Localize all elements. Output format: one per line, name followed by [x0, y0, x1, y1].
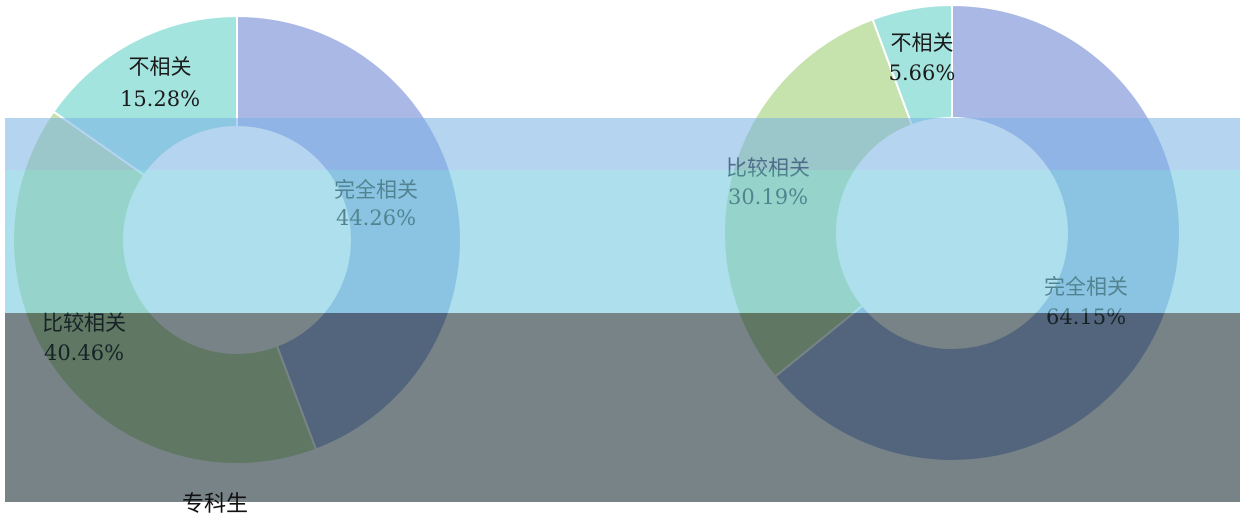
chart-1-slice-2 — [13, 112, 316, 464]
chart-2-slice-1-value: 64.15% — [1046, 305, 1126, 329]
chart-2-slice-2-value: 30.19% — [728, 185, 808, 209]
chart-2-slice-2-label: 比较相关 — [726, 156, 810, 180]
chart-1-slice-2-label: 比较相关 — [42, 311, 126, 335]
chart-1-slice-1-label: 完全相关 — [334, 178, 418, 202]
chart-2-slice-3-value: 5.66% — [889, 61, 956, 85]
pie-chart-1: 完全相关 44.26% 比较相关 40.46% 不相关 15.28% — [13, 16, 461, 464]
chart-1-slice-2-value: 40.46% — [44, 341, 124, 365]
chart-2-slice-1-label: 完全相关 — [1044, 275, 1128, 299]
pie-chart-2: 完全相关 64.15% 比较相关 30.19% 不相关 5.66% — [724, 5, 1180, 461]
chart-2-slice-3-label: 不相关 — [891, 31, 954, 55]
chart-1-slice-1-value: 44.26% — [336, 206, 416, 230]
chart-1-slice-3-label: 不相关 — [129, 55, 192, 79]
chart-1-slice-3-value: 15.28% — [120, 87, 200, 111]
chart-1-caption: 专科生 — [182, 486, 248, 518]
chart-canvas: 完全相关 44.26% 比较相关 40.46% 不相关 15.28% 完全相关 64.15%… — [0, 0, 1240, 502]
